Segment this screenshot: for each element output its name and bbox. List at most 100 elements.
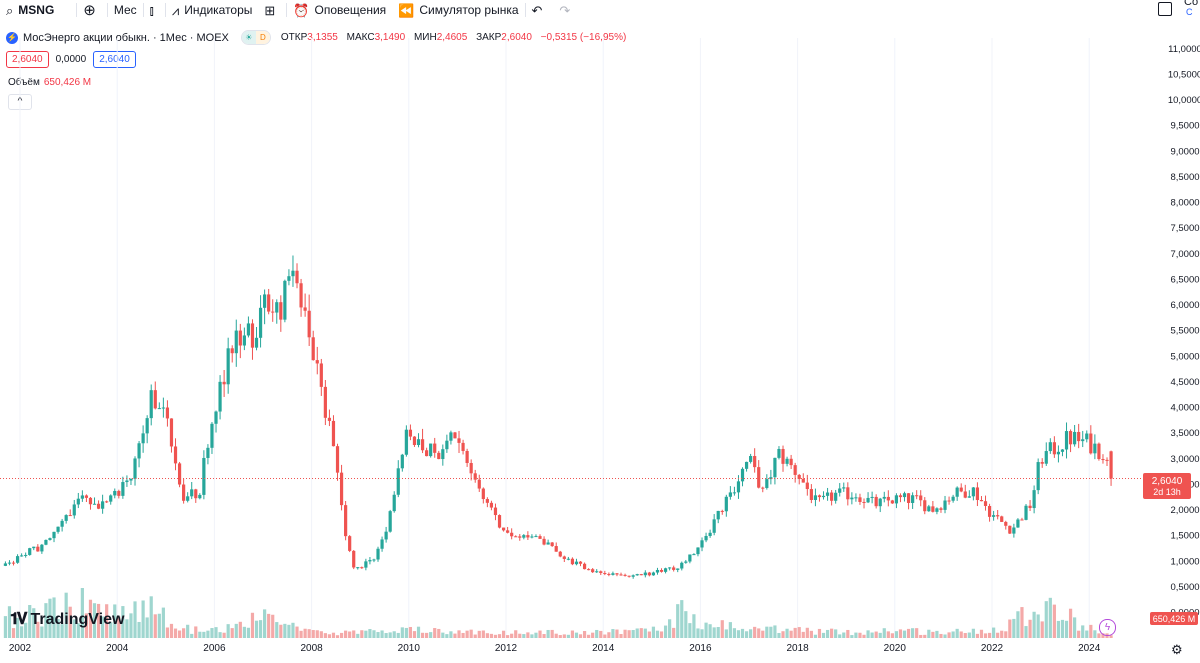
volume-bar — [696, 628, 700, 638]
candle-body — [109, 495, 113, 502]
volume-bar — [684, 611, 688, 638]
volume-bar — [7, 606, 12, 638]
fullscreen-checkbox[interactable] — [1158, 2, 1172, 16]
volume-bar — [1020, 607, 1024, 638]
undo-button[interactable]: ↶ — [526, 0, 554, 20]
candle-body — [101, 501, 105, 509]
candle-body — [1016, 519, 1020, 528]
volume-bar — [582, 631, 587, 638]
volume-bar — [477, 630, 481, 638]
candle-body — [765, 479, 769, 488]
candle-body — [1109, 451, 1113, 479]
volume-bar — [663, 625, 668, 638]
buy-button[interactable]: 2,6040 — [93, 51, 136, 68]
candle-body — [1064, 431, 1069, 450]
market-status-pill[interactable]: ☀ D — [240, 30, 271, 45]
volume-bar — [453, 633, 457, 638]
volume-bar — [388, 632, 392, 638]
volume-bar — [1056, 620, 1061, 638]
candle-body — [757, 467, 761, 488]
volume-bar — [117, 616, 121, 638]
volume-bar — [749, 629, 753, 638]
candles-icon: ⫾ — [149, 2, 154, 18]
volume-bar — [979, 629, 984, 638]
volume-bar — [222, 632, 226, 638]
volume-bar — [226, 624, 230, 638]
volume-bar — [562, 634, 566, 638]
volume-bar — [983, 633, 988, 638]
volume-bar — [542, 634, 546, 638]
symbol-search[interactable]: ⌕ MSNG — [0, 0, 60, 20]
redo-button[interactable]: ↷ — [553, 0, 581, 20]
candle-body — [473, 473, 477, 480]
candle-body — [311, 337, 315, 361]
volume-bar — [258, 620, 263, 638]
candle-body — [793, 465, 797, 475]
candle-body — [708, 532, 712, 536]
candle-body — [858, 497, 862, 502]
volume-bar — [1093, 630, 1097, 638]
volume-bar — [80, 588, 84, 638]
candle-body — [279, 302, 283, 320]
candle-body — [303, 307, 307, 311]
candle-body — [481, 488, 485, 500]
tradingview-logo[interactable]: 𝟏𝐕 TradingView — [10, 611, 124, 629]
x-tick-label: 2008 — [300, 643, 323, 654]
spread-value: 0,0000 — [55, 54, 87, 65]
volume-bar — [1052, 604, 1056, 638]
indicators-button[interactable]: ⩘ Индикаторы — [166, 0, 259, 20]
candle-body — [441, 449, 445, 460]
alerts-button[interactable]: ⏰ Оповещения — [287, 0, 392, 20]
volume-bar — [1036, 614, 1040, 638]
grid — [19, 38, 1090, 638]
candle-body — [931, 506, 935, 512]
candle-body — [339, 472, 344, 506]
chart-type-button[interactable]: ⫾ — [144, 0, 165, 20]
candle-body — [830, 492, 834, 501]
volume-bar — [781, 631, 785, 638]
replay-button[interactable]: ⏪ Симулятор рынка — [392, 0, 524, 20]
y-tick-label: 5,0000 — [1170, 351, 1199, 362]
candle-body — [663, 568, 668, 572]
candle-body — [947, 500, 951, 502]
interval-button[interactable]: Мес — [108, 0, 143, 20]
gear-icon[interactable]: ⚙ — [1171, 642, 1183, 657]
candle-body — [951, 496, 955, 501]
corner-label[interactable]: Co — [1184, 0, 1199, 8]
volume-bar — [534, 632, 538, 638]
candle-body — [676, 568, 680, 570]
candle-body — [550, 542, 554, 547]
candle-body — [1097, 443, 1101, 460]
candle-body — [246, 323, 251, 336]
volume-bar — [955, 628, 959, 638]
alert-icon: ⏰ — [293, 2, 310, 18]
volume-bar — [137, 621, 141, 638]
candle-body — [1101, 459, 1105, 461]
volume-bar — [96, 603, 101, 638]
candle-body — [416, 439, 421, 446]
replay-icon: ⏪ — [398, 2, 415, 18]
compare-button[interactable]: ⊕ — [77, 0, 107, 20]
candle-body — [894, 495, 899, 504]
volume-bar — [392, 631, 396, 638]
candle-body — [263, 294, 267, 308]
volume-bar — [773, 625, 777, 638]
candle-body — [801, 478, 805, 483]
flash-icon[interactable]: ϟ — [1099, 619, 1116, 636]
candle-body — [242, 335, 246, 346]
corner-sublabel[interactable]: C — [1186, 7, 1193, 17]
change-value: −0,5315 (−16,95%) — [540, 32, 627, 43]
legend-title[interactable]: МосЭнерго акции обыкн. · 1Мес · MOEX — [23, 31, 229, 44]
layouts-button[interactable]: ⊞ — [258, 0, 286, 20]
volume-bar — [416, 626, 421, 638]
candle-body — [769, 477, 773, 480]
sell-button[interactable]: 2,6040 — [6, 51, 49, 68]
volume-bar — [141, 600, 145, 638]
volume-bar — [757, 628, 761, 638]
candle-body — [52, 531, 56, 539]
volume-bar — [554, 633, 558, 638]
candle-body — [510, 532, 514, 537]
volume-bar — [906, 628, 911, 638]
volume-bar — [882, 628, 886, 638]
